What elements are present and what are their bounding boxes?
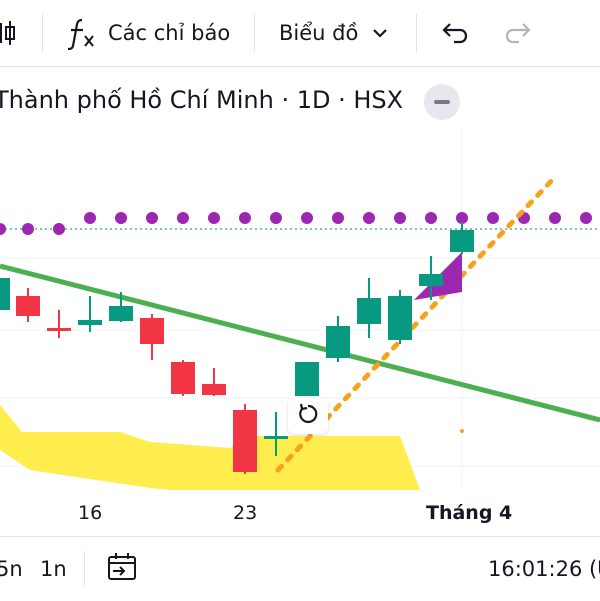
x-axis-label: 16 bbox=[78, 502, 103, 524]
refresh-icon bbox=[297, 403, 319, 429]
redo-icon bbox=[505, 22, 533, 44]
candle bbox=[0, 278, 10, 310]
clock-label: 16:01:26 (U bbox=[488, 557, 600, 581]
candle bbox=[78, 296, 102, 332]
cloud-area bbox=[0, 405, 420, 490]
candle bbox=[140, 314, 164, 360]
trendline bbox=[0, 263, 600, 423]
candle bbox=[326, 316, 350, 362]
candlestick-style-icon[interactable] bbox=[0, 0, 18, 66]
purple-dots-series bbox=[0, 212, 592, 235]
reset-chart-button[interactable] bbox=[288, 398, 328, 434]
chevron-down-icon bbox=[372, 28, 388, 38]
indicators-button[interactable]: Các chỉ báo bbox=[66, 0, 230, 66]
function-icon bbox=[66, 16, 96, 50]
candle bbox=[171, 360, 195, 396]
candle bbox=[357, 278, 381, 338]
go-to-date-button[interactable] bbox=[106, 537, 138, 601]
top-toolbar: Các chỉ báo Biểu đồ bbox=[0, 0, 600, 67]
calendar-arrow-icon bbox=[106, 551, 138, 588]
range-1n-button[interactable]: 1n bbox=[40, 537, 67, 601]
candle bbox=[47, 310, 71, 338]
candle bbox=[419, 256, 443, 300]
toolbar-divider bbox=[416, 14, 417, 52]
range-1n-label: 1n bbox=[40, 557, 67, 581]
redo-button[interactable] bbox=[505, 0, 533, 66]
minus-icon bbox=[434, 100, 450, 104]
undo-button[interactable] bbox=[440, 0, 468, 66]
indicators-label: Các chỉ báo bbox=[108, 21, 231, 45]
toolbar-divider bbox=[42, 14, 43, 52]
candle bbox=[388, 290, 412, 344]
chart-type-dropdown[interactable]: Biểu đồ bbox=[279, 0, 388, 66]
symbol-title[interactable]: Thành phố Hồ Chí Minh · 1D · HSX bbox=[0, 86, 404, 114]
x-axis-label: Tháng 4 bbox=[426, 502, 513, 524]
toolbar-divider bbox=[254, 14, 255, 52]
clock-timezone-button[interactable]: 16:01:26 (U bbox=[488, 537, 600, 601]
chart-type-label: Biểu đồ bbox=[279, 21, 359, 45]
candle bbox=[450, 222, 474, 254]
symbol-header: Thành phố Hồ Chí Minh · 1D · HSX bbox=[0, 76, 600, 124]
bottom-divider bbox=[84, 551, 85, 587]
x-axis-label: 23 bbox=[233, 502, 258, 524]
range-5n-label: 5n bbox=[0, 557, 23, 581]
candle bbox=[202, 368, 226, 396]
range-5n-button[interactable]: 5n bbox=[0, 537, 23, 601]
candle bbox=[264, 412, 288, 456]
orange-dotted-line bbox=[275, 173, 559, 473]
candle bbox=[233, 404, 257, 474]
candlesticks bbox=[0, 222, 474, 474]
price-chart[interactable] bbox=[0, 128, 600, 498]
candle bbox=[109, 292, 133, 322]
candle bbox=[295, 362, 319, 396]
candle bbox=[16, 288, 40, 322]
bottom-toolbar: 5n 1n 16:01:26 (U bbox=[0, 536, 600, 601]
undo-icon bbox=[440, 22, 468, 44]
collapse-legend-button[interactable] bbox=[424, 84, 460, 120]
